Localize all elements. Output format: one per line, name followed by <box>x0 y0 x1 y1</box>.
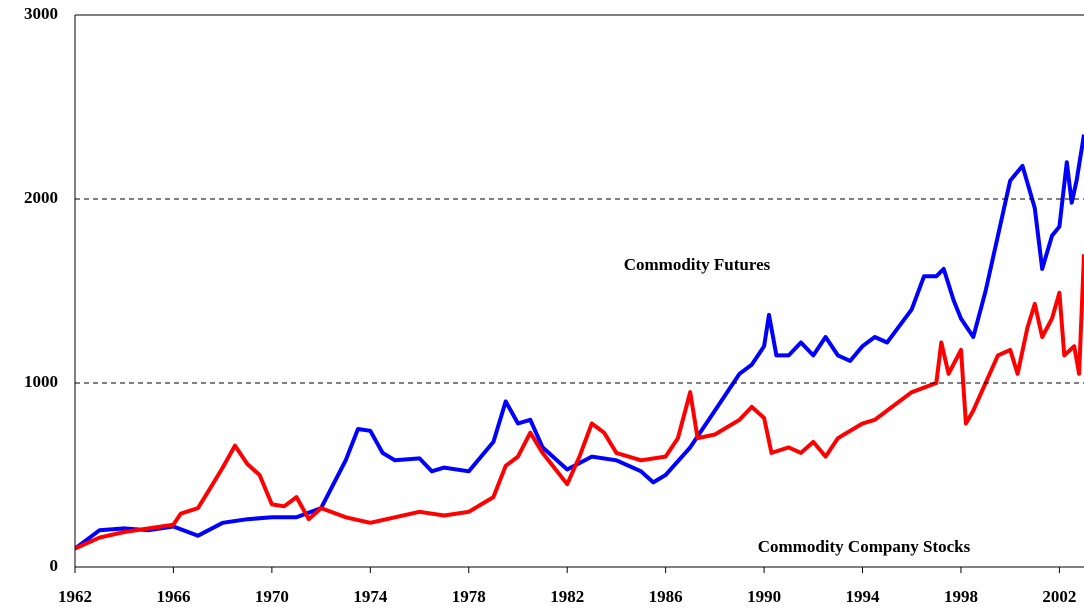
x-tick-label: 1970 <box>255 587 289 606</box>
x-tick-label: 1962 <box>58 587 92 606</box>
x-tick-label: 1994 <box>846 587 881 606</box>
series-line <box>75 254 1084 551</box>
x-tick-label: 1990 <box>747 587 781 606</box>
x-tick-label: 1982 <box>550 587 584 606</box>
y-tick-label: 3000 <box>24 4 58 23</box>
x-tick-label: 1974 <box>353 587 388 606</box>
x-tick-label: 1998 <box>944 587 978 606</box>
plot-area <box>75 134 1084 551</box>
y-tick-label: 1000 <box>24 372 58 391</box>
x-tick-label: 1966 <box>156 587 190 606</box>
x-tick-label: 2002 <box>1042 587 1076 606</box>
series-label: Commodity Company Stocks <box>758 537 971 556</box>
series-line <box>75 134 1084 551</box>
x-tick-label: 1986 <box>649 587 683 606</box>
series-label: Commodity Futures <box>624 255 771 274</box>
y-tick-label: 0 <box>50 556 59 575</box>
y-tick-label: 2000 <box>24 188 58 207</box>
x-tick-label: 1978 <box>452 587 486 606</box>
